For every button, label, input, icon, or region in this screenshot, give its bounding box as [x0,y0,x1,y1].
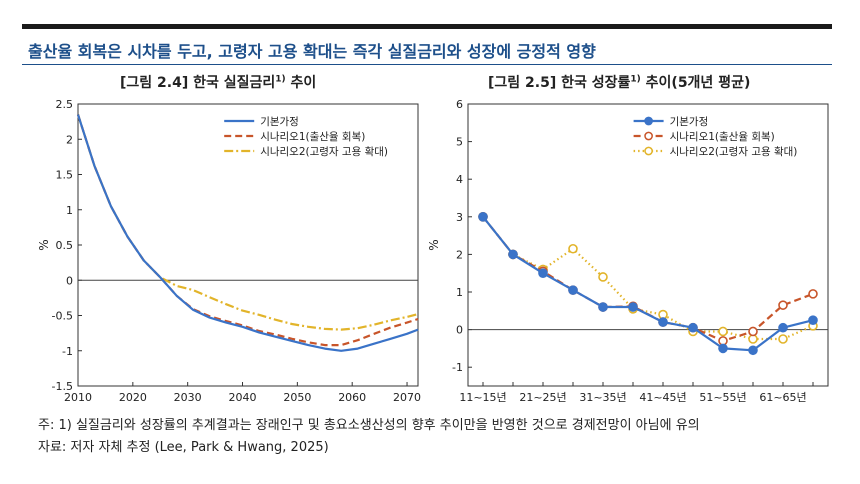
chart-title-main: [그림 2.5] 한국 성장률 [488,75,631,91]
legend-label: 기본가정 [260,116,299,128]
data-point [778,300,788,310]
data-point [748,326,758,337]
growth-rate-chart: -1 0 1 2 3 4 5 6% 11~15년 21~25년 31~35년 41~45년 51~55년… [427,98,829,404]
headline: 출산율 회복은 시차를 두고, 고령자 고용 확대는 즉각 실질금리와 성장에 … [28,42,596,61]
top-rule [22,24,832,29]
x-tick-label: 61~65년 [759,391,806,404]
data-point [568,243,578,254]
y-axis-label: % [37,239,51,250]
y-tick-label: 3 [456,211,463,224]
footnote: 주: 1) 실질금리와 성장률의 추계결과는 장래인구 및 총요소생산성의 향후… [38,418,700,433]
y-tick-label: -0.5 [52,310,73,323]
y-tick-label: 1 [66,204,73,217]
y-tick-label: 1 [456,286,463,299]
x-tick-label: 2030 [174,391,202,404]
source-note: 자료: 저자 자체 추정 (Lee, Park & Hwang, 2025) [38,440,329,455]
legend-label: 기본가정 [670,116,709,128]
data-point [718,343,728,354]
chart-title-growth-rate: [그림 2.5] 한국 성장률1) 추이(5개년 평균) [488,72,750,92]
headline-rule [22,64,832,65]
x-tick-label: 2050 [283,391,311,404]
data-point [808,315,818,325]
chart-title-real-interest-rate: [그림 2.4] 한국 실질금리1) 추이 [120,72,316,92]
x-tick-label: 31~35년 [579,391,626,404]
y-tick-label: -1 [62,345,73,358]
data-point [778,334,788,344]
x-tick-label: 2010 [64,391,92,404]
x-tick-label: 11~15년 [459,391,506,404]
series-line-1 [76,114,419,352]
plot-frame [467,103,829,387]
x-tick-label: 2060 [338,391,366,404]
x-tick-label: 21~25년 [519,391,566,404]
y-tick-label: 2.5 [56,98,74,111]
y-tick-label: 1.5 [56,169,74,182]
legend-label: 시나리오1(출산율 회복) [670,131,775,143]
y-tick-label: 2 [456,248,463,261]
legend-marker [644,146,653,156]
y-axis-label: % [427,239,441,250]
data-point [598,302,608,312]
x-tick-label: 2070 [393,391,421,404]
y-tick-label: 4 [456,173,463,186]
real-interest-rate-chart: -1.5 -1 -0.5 0 0.5 1 1.5 2 2.5% 2010 2020 2030 2040 2… [37,98,421,404]
data-point [508,249,518,260]
series-line-1 [482,216,814,352]
chart-title-tail: 추이 [285,75,317,91]
data-point [688,322,698,333]
y-tick-label: 0.5 [56,239,74,252]
series-line-2 [482,216,814,342]
y-tick-label: 5 [456,136,463,149]
x-tick-label: 2020 [119,391,147,404]
y-tick-label: 0 [66,274,73,287]
data-point [538,268,548,278]
y-tick-label: -1.5 [52,380,73,393]
data-point [718,326,728,337]
chart-title-footnote-mark: 1) [630,74,641,85]
data-point [478,212,488,222]
chart-title-tail: 추이(5개년 평균) [640,75,751,91]
y-tick-label: 0 [456,324,463,337]
legend-label: 시나리오1(출산율 회복) [260,131,365,143]
legend-marker [644,116,653,126]
data-point [748,345,758,356]
legend-label: 시나리오2(고령자 고용 확대) [260,145,388,158]
chart-title-main: [그림 2.4] 한국 실질금리 [120,75,276,91]
y-tick-label: 2 [66,133,73,146]
y-tick-label: 6 [456,98,463,111]
y-tick-label: -1 [452,361,463,374]
data-point [628,302,638,312]
data-point [658,317,668,327]
data-point [808,289,818,299]
series-line-3 [482,216,814,341]
series-line-3 [76,114,419,331]
data-point [778,322,788,333]
x-tick-label: 51~55년 [699,391,746,404]
legend-marker [644,131,653,141]
chart-title-footnote-mark: 1) [275,74,286,85]
data-point [598,272,608,282]
legend-label: 시나리오2(고령자 고용 확대) [670,145,798,158]
x-tick-label: 2040 [229,391,257,404]
x-tick-label: 41~45년 [639,391,686,404]
data-point [568,285,578,295]
